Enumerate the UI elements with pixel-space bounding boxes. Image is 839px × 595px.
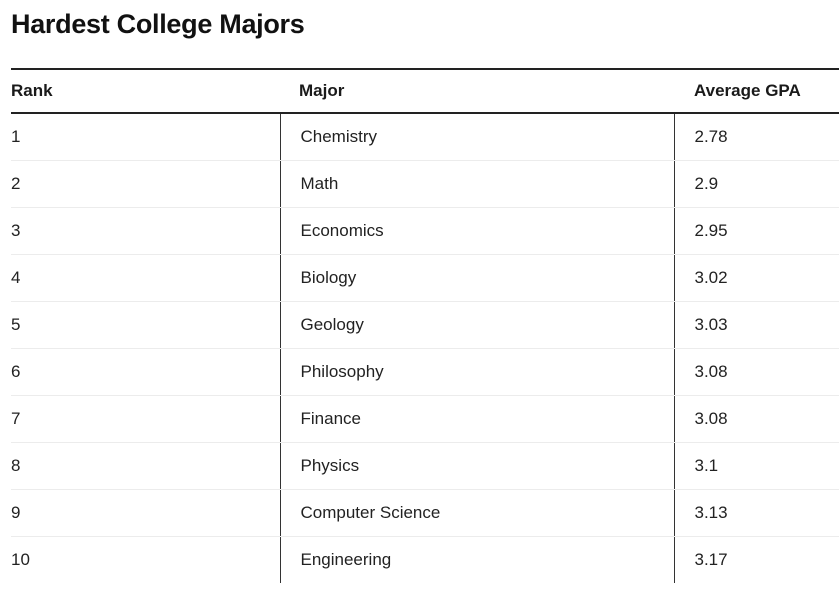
cell-rank: 5 [11,301,280,349]
table-row: 7 Finance 3.08 [11,395,839,443]
cell-gpa: 3.17 [673,536,839,583]
cell-major: Economics [279,207,674,255]
table-row: 9 Computer Science 3.13 [11,489,839,537]
cell-rank: 1 [11,113,280,161]
cell-major: Finance [279,395,674,443]
table-row: 5 Geology 3.03 [11,301,839,349]
cell-gpa: 2.95 [673,207,839,255]
table-row: 4 Biology 3.02 [11,254,839,302]
cell-gpa: 3.13 [673,489,839,537]
column-header-major: Major [280,68,674,114]
cell-gpa: 2.9 [673,160,839,208]
cell-gpa: 2.78 [673,113,839,161]
cell-major: Philosophy [279,348,674,396]
table-body: 1 Chemistry 2.78 2 Math 2.9 3 Economics 2.95 4 Bio… [11,113,839,583]
cell-gpa: 3.08 [673,348,839,396]
table-row: 10 Engineering 3.17 [11,536,839,583]
cell-rank: 10 [11,550,30,569]
cell-major: Math [279,160,674,208]
cell-rank: 2 [11,160,280,208]
cell-rank: 9 [11,489,280,537]
cell-gpa: 3.08 [673,395,839,443]
cell-major: Geology [279,301,674,349]
column-header-average-gpa: Average GPA [674,68,839,114]
cell-rank: 8 [11,442,280,490]
cell-major: Computer Science [279,489,674,537]
majors-table: Rank Major Average GPA 1 Chemistry 2.78 2 Ma… [11,68,839,583]
column-header-rank: Rank [11,68,280,114]
cell-major: Engineering [279,536,674,583]
cell-rank: 4 [11,254,280,302]
table-row: 6 Philosophy 3.08 [11,348,839,396]
table-header: Rank Major Average GPA [11,68,839,114]
table-row: 2 Math 2.9 [11,160,839,208]
cell-gpa: 3.1 [673,442,839,490]
cell-gpa: 3.03 [673,301,839,349]
cell-gpa: 3.02 [673,254,839,302]
cell-major: Biology [279,254,674,302]
cell-rank: 3 [11,207,280,255]
table-row: 1 Chemistry 2.78 [11,113,839,161]
table-row: 3 Economics 2.95 [11,207,839,255]
header-row: Rank Major Average GPA [11,68,839,114]
table-row: 8 Physics 3.1 [11,442,839,490]
cell-major: Physics [279,442,674,490]
cell-rank: 7 [11,395,280,443]
cell-major: Chemistry [279,113,674,161]
table-title: Hardest College Majors [11,9,305,39]
cell-rank: 6 [11,348,280,396]
